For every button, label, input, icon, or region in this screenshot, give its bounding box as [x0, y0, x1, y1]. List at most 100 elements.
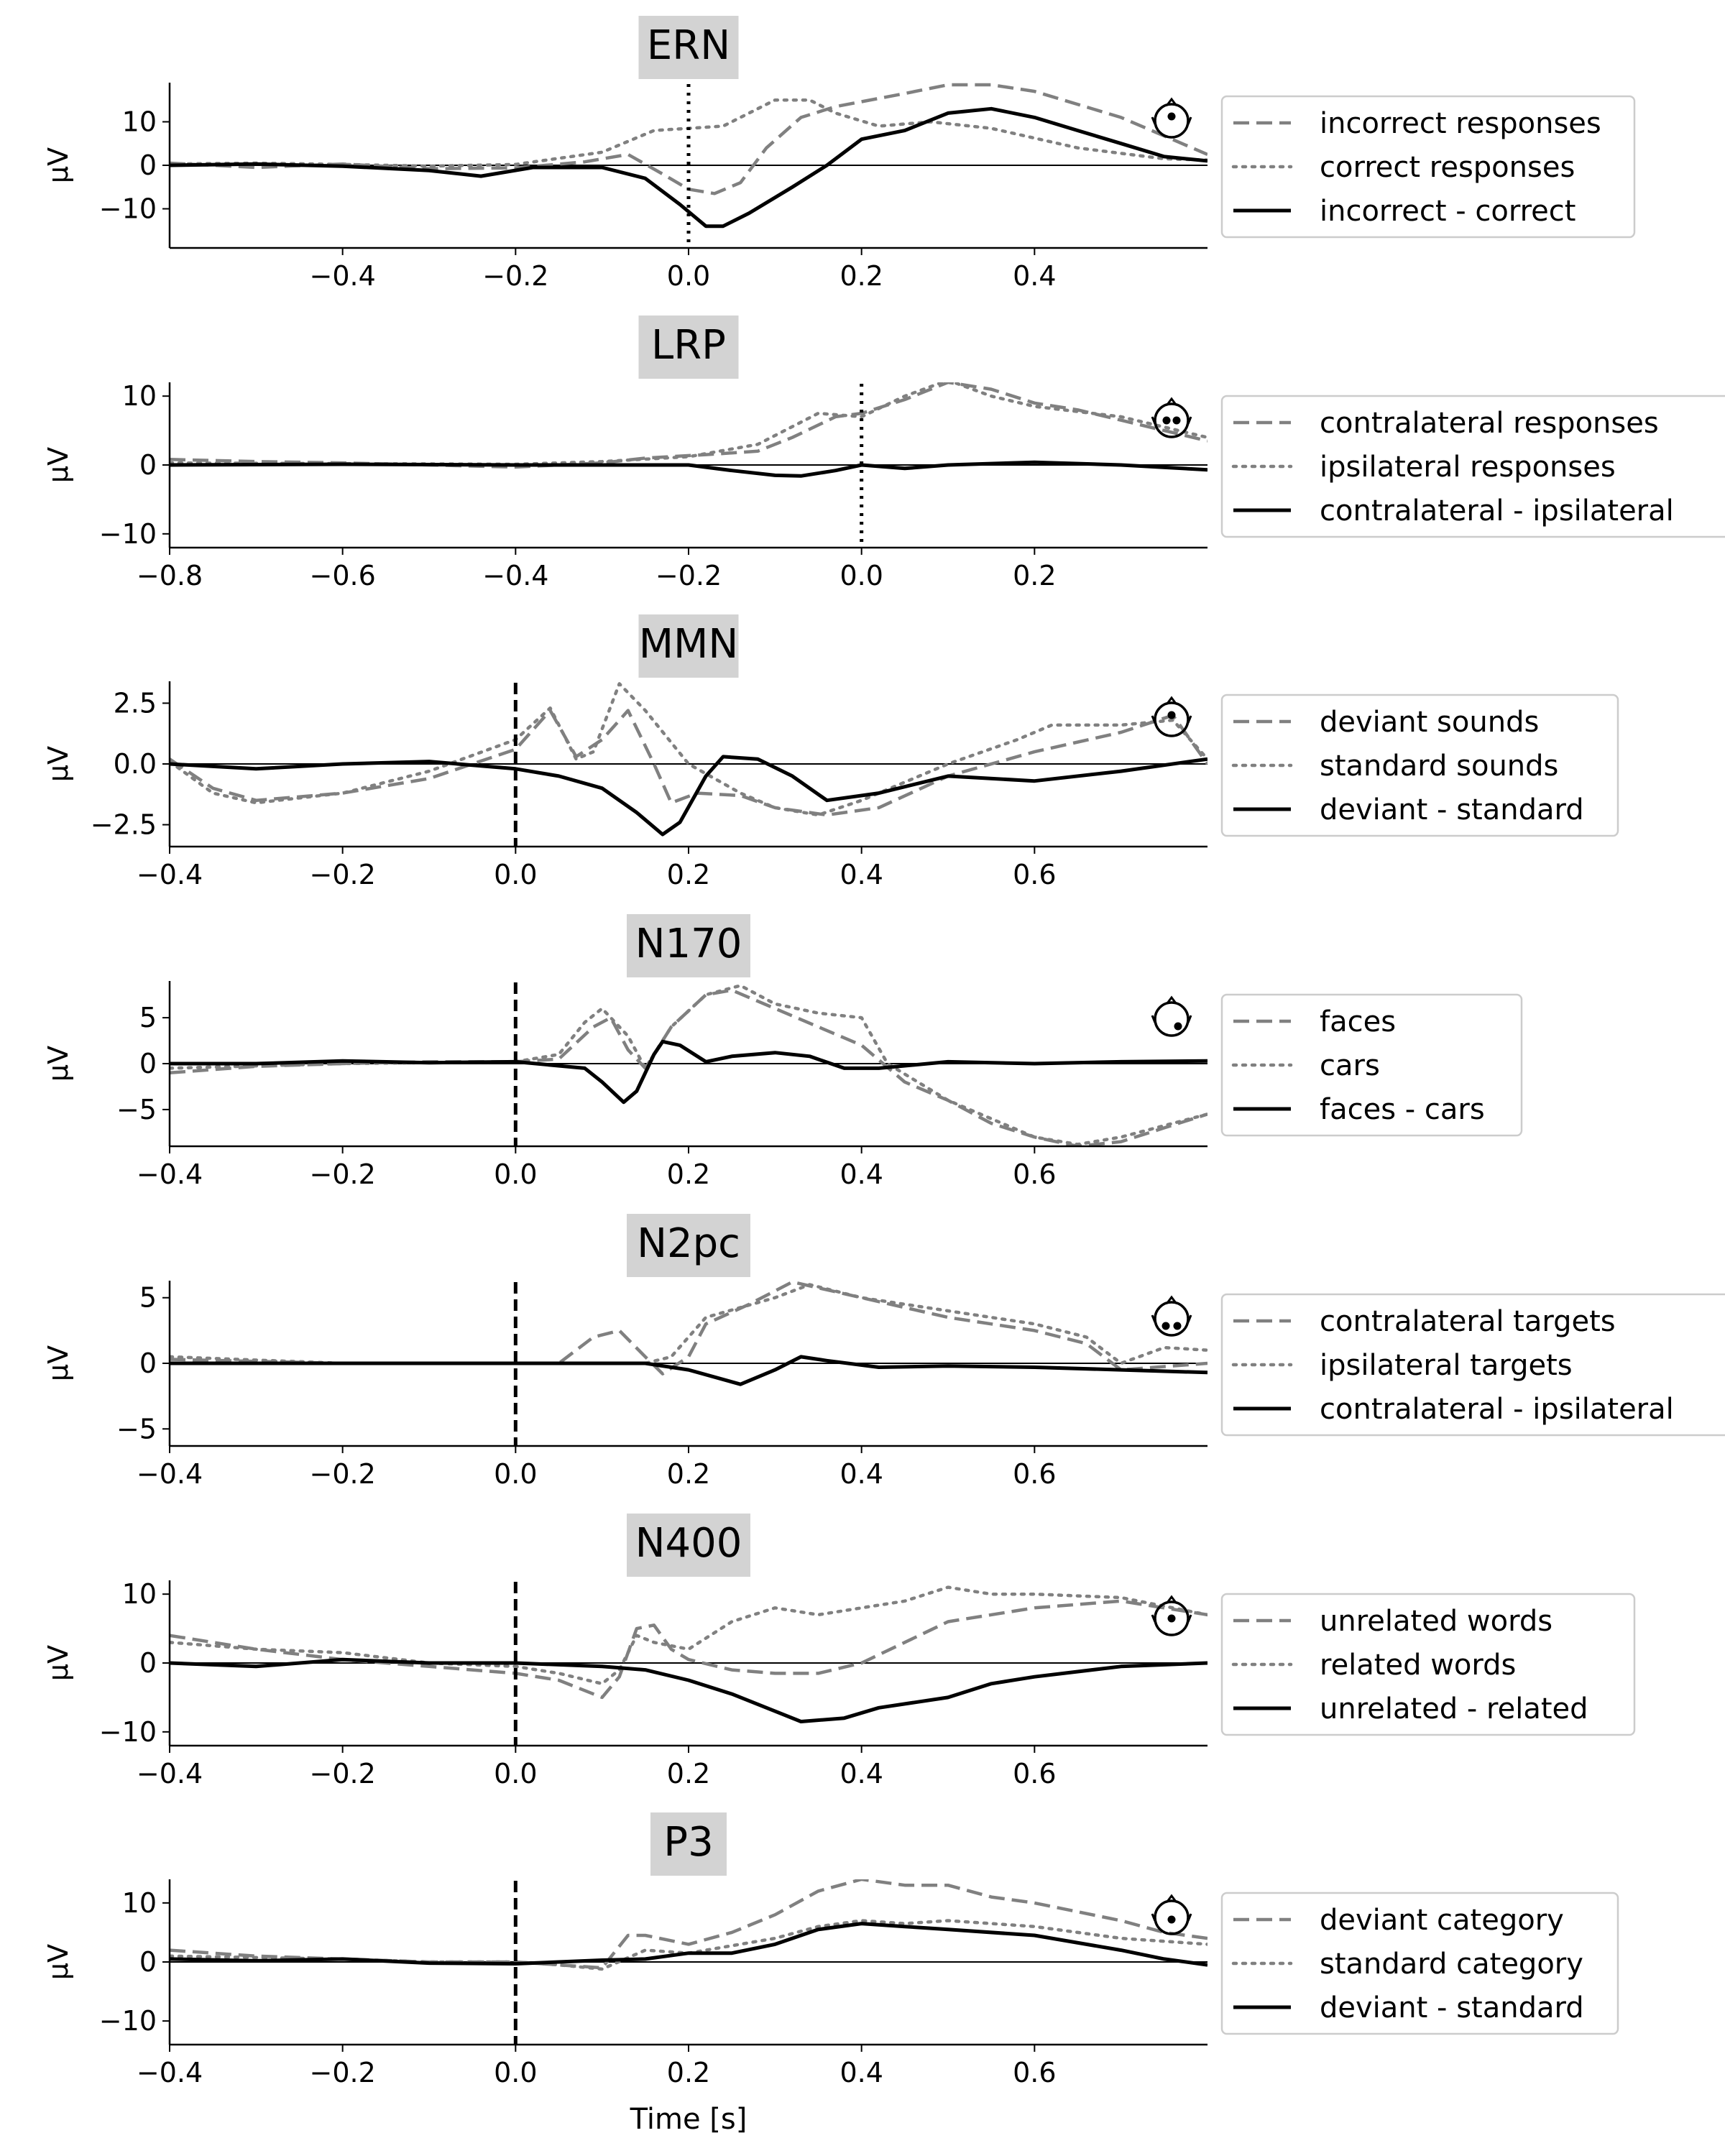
- y-tick-label: 5: [139, 1282, 157, 1314]
- x-tick-label: −0.2: [310, 2057, 376, 2088]
- panel-lrp: −0.8 −0.6 −0.4 −0.2 0.0 0.2 −10 0 10 μV LRP contral…: [42, 315, 1725, 591]
- panel-title: LRP: [651, 322, 726, 369]
- legend: contralateral responses ipsilateral respo…: [1220, 395, 1725, 538]
- legend-entry: related words: [1320, 1649, 1516, 1682]
- series-line-faces-cars: [170, 1039, 1208, 1105]
- legend-entry: deviant sounds: [1320, 706, 1539, 739]
- legend-entry: faces - cars: [1320, 1093, 1485, 1126]
- series-line-contralateral-ipsilateral: [170, 1355, 1208, 1386]
- head-nose: [1166, 995, 1177, 1004]
- head-left-ear: [1151, 1314, 1156, 1323]
- legend-box: [1220, 395, 1725, 538]
- y-tick-label: 10: [122, 106, 157, 137]
- y-tick-label: −10: [99, 518, 157, 550]
- panel-title: N400: [635, 1520, 742, 1567]
- head-nose: [1166, 1295, 1177, 1304]
- head-outline: [1154, 1301, 1190, 1337]
- y-tick-label: −10: [99, 1716, 157, 1748]
- x-tick-label: 0.6: [1013, 859, 1056, 890]
- x-tick-label: 0.4: [840, 1458, 883, 1490]
- x-tick-label: 0.2: [667, 2057, 710, 2088]
- legend-entry: contralateral responses: [1320, 407, 1659, 440]
- x-tick-label: 0.4: [840, 1758, 883, 1789]
- y-axis-label: μV: [42, 1645, 74, 1681]
- series-line-contralateral-responses: [170, 382, 1208, 469]
- y-axis-label: μV: [42, 147, 74, 183]
- head-nose: [1166, 1894, 1177, 1902]
- series-line-related-words: [170, 1585, 1208, 1686]
- x-tick-label: 0.4: [840, 2057, 883, 2088]
- y-tick-label: −5: [116, 1094, 157, 1125]
- y-tick-label: 0.0: [114, 748, 157, 780]
- legend-box: [1220, 993, 1523, 1137]
- head-outline: [1154, 1899, 1190, 1935]
- legend: unrelated words related words unrelated - …: [1220, 1593, 1636, 1736]
- sensor-head-icon: [1151, 397, 1192, 438]
- series-group: [170, 382, 1208, 478]
- legend: incorrect responses correct responses inco…: [1220, 95, 1636, 239]
- panels-group: −0.4 −0.2 0.0 0.2 0.4 −10 0 10 μV ERN incorrect re…: [42, 16, 1725, 2088]
- legend-entry: faces: [1320, 1005, 1396, 1038]
- x-tick-label: 0.4: [1013, 260, 1056, 292]
- head-outline: [1154, 1600, 1190, 1636]
- x-tick-label: −0.2: [310, 859, 376, 890]
- x-tick-label: 0.6: [1013, 2057, 1056, 2088]
- x-tick-label: −0.4: [137, 1458, 203, 1490]
- sensor-head-icon: [1151, 1295, 1192, 1337]
- y-axis-label: μV: [42, 1345, 74, 1381]
- legend-entry: cars: [1320, 1049, 1380, 1082]
- sensor-head-icon: [1151, 1894, 1192, 1935]
- panel-n2pc: −0.4 −0.2 0.0 0.2 0.4 0.6 −5 0 5 μV N2pc contralate…: [42, 1214, 1725, 1490]
- sensor-dot: [1167, 1614, 1176, 1623]
- panel-title-box: [627, 1514, 750, 1577]
- series-line-unrelated-words: [170, 1599, 1208, 1700]
- y-tick-label: 2.5: [114, 687, 157, 719]
- x-tick-label: −0.4: [137, 859, 203, 890]
- head-nose: [1166, 97, 1177, 106]
- panel-p3: −0.4 −0.2 0.0 0.2 0.4 0.6 −10 0 10 μV P3 deviant ca…: [42, 1812, 1619, 2088]
- series-line-correct-responses: [170, 98, 1208, 168]
- head-outline: [1154, 701, 1190, 737]
- y-tick-label: 5: [139, 1002, 157, 1033]
- legend-entry: contralateral - ipsilateral: [1320, 1393, 1674, 1426]
- x-tick-label: −0.4: [137, 1158, 203, 1190]
- y-tick-label: 10: [122, 1578, 157, 1610]
- head-outline: [1154, 402, 1190, 438]
- x-tick-label: −0.2: [482, 260, 548, 292]
- series-group: [170, 1879, 1208, 1971]
- legend-entry: deviant category: [1320, 1904, 1564, 1937]
- sensor-dot: [1172, 416, 1181, 425]
- x-tick-label: 0.2: [667, 1758, 710, 1789]
- head-left-ear: [1151, 1015, 1156, 1023]
- x-axis-label: Time [s]: [630, 2103, 748, 2136]
- x-tick-label: 0.2: [1013, 560, 1056, 591]
- x-tick-label: −0.4: [310, 260, 376, 292]
- x-tick-label: 0.0: [494, 1458, 537, 1490]
- head-right-ear: [1187, 1614, 1192, 1623]
- series-line-cars: [170, 984, 1208, 1146]
- head-outline: [1154, 1001, 1190, 1037]
- head-right-ear: [1187, 416, 1192, 425]
- series-line-deviant-sounds: [170, 709, 1208, 817]
- legend-box: [1220, 694, 1619, 837]
- x-tick-label: −0.4: [137, 2057, 203, 2088]
- x-tick-label: 0.4: [840, 1158, 883, 1190]
- x-tick-label: 0.0: [494, 1158, 537, 1190]
- legend-entry: ipsilateral responses: [1320, 451, 1616, 484]
- legend-box: [1220, 1892, 1619, 2035]
- series-line-deviant-standard: [170, 1922, 1208, 1967]
- legend-entry: deviant - standard: [1320, 1991, 1584, 2024]
- series-line-incorrect-correct: [170, 106, 1208, 229]
- x-tick-label: 0.6: [1013, 1458, 1056, 1490]
- panel-title-box: [638, 614, 739, 678]
- legend-entry: contralateral - ipsilateral: [1320, 494, 1674, 528]
- x-tick-label: 0.2: [667, 1158, 710, 1190]
- y-tick-label: −2.5: [91, 809, 157, 841]
- legend: contralateral targets ipsilateral targets…: [1220, 1293, 1725, 1437]
- x-tick-label: −0.2: [656, 560, 722, 591]
- y-tick-label: 0: [139, 1647, 157, 1679]
- legend: faces cars faces - cars: [1220, 993, 1523, 1137]
- sensor-dot: [1167, 1915, 1176, 1924]
- x-tick-label: 0.2: [667, 1458, 710, 1490]
- head-right-ear: [1187, 116, 1192, 125]
